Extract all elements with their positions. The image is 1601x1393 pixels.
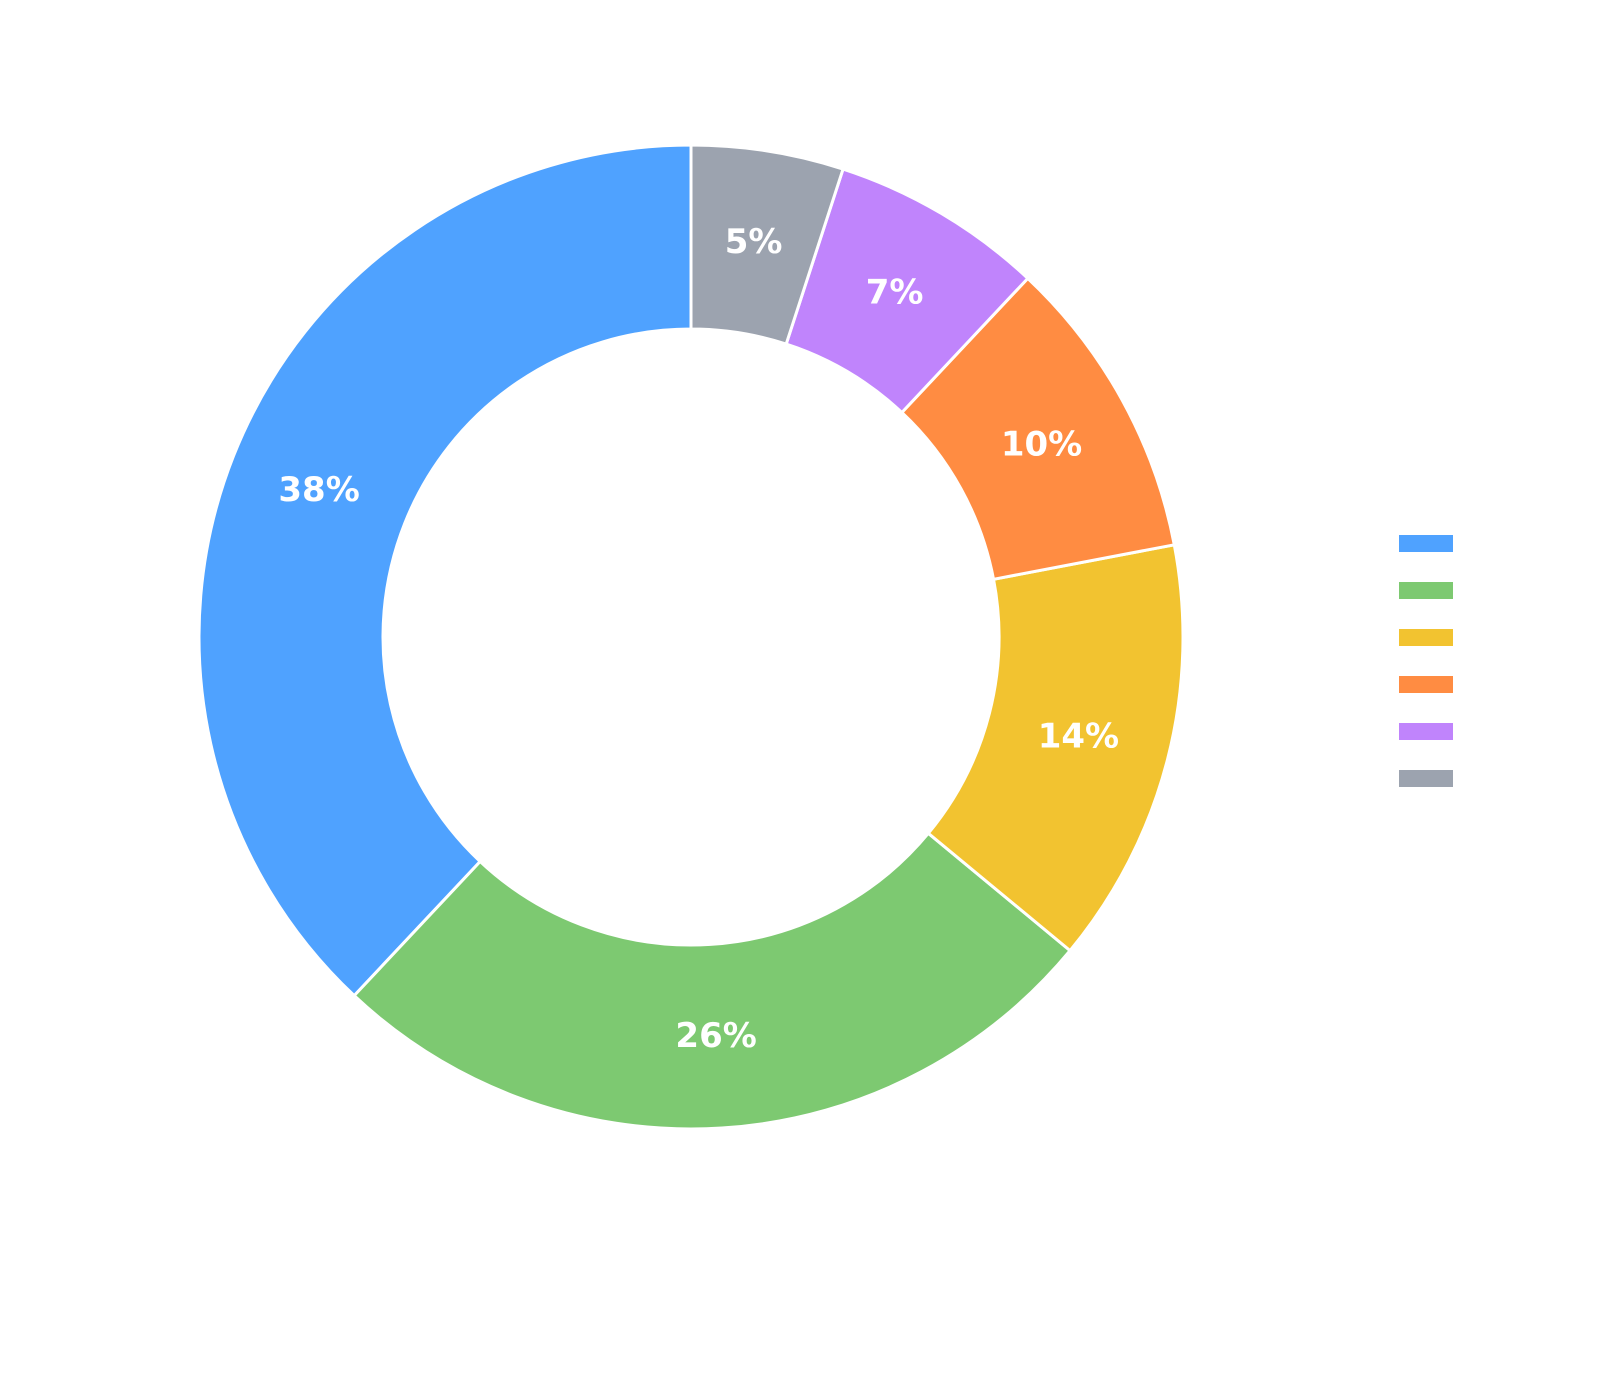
slice-label-0: 38%: [278, 470, 359, 510]
legend-swatch-2: [1399, 629, 1453, 646]
legend-swatch-3: [1399, 676, 1453, 693]
legend: [1399, 535, 1453, 787]
legend-swatch-5: [1399, 770, 1453, 787]
slices-layer: [197, 143, 1185, 1131]
legend-swatch-0: [1399, 535, 1453, 552]
donut-slice-2: [926, 543, 1185, 953]
slice-label-2: 14%: [1038, 716, 1119, 756]
legend-swatch-4: [1399, 723, 1453, 740]
donut-slice-5: [689, 143, 845, 346]
donut-slice-1: [352, 831, 1073, 1131]
slice-labels-layer: 38% 26% 14% 10% 7% 5%: [278, 222, 1119, 1056]
legend-swatch-1: [1399, 582, 1453, 599]
donut-slice-0: [197, 143, 693, 998]
slice-label-1: 26%: [675, 1016, 756, 1056]
slice-label-3: 10%: [1001, 424, 1082, 464]
slice-label-5: 5%: [725, 222, 783, 262]
slice-label-4: 7%: [866, 273, 924, 313]
